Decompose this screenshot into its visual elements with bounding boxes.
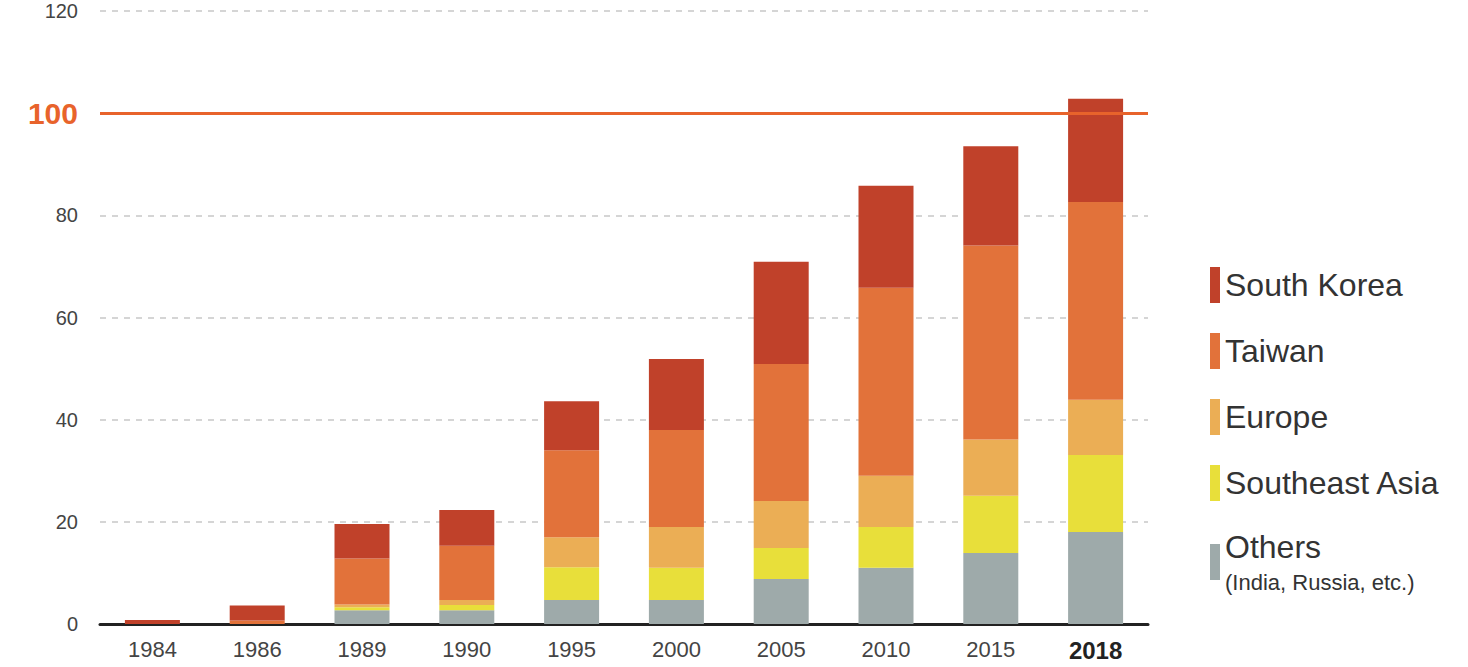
svg-text:2005: 2005: [757, 637, 806, 662]
svg-text:(India, Russia, etc.): (India, Russia, etc.): [1225, 570, 1415, 595]
svg-text:80: 80: [56, 204, 78, 226]
svg-text:2015: 2015: [966, 637, 1015, 662]
svg-text:60: 60: [56, 307, 78, 329]
svg-text:1986: 1986: [233, 637, 282, 662]
svg-text:2018: 2018: [1069, 637, 1122, 664]
svg-text:20: 20: [56, 511, 78, 533]
svg-text:100: 100: [28, 97, 78, 130]
svg-text:2010: 2010: [862, 637, 911, 662]
svg-text:1989: 1989: [338, 637, 387, 662]
svg-text:Taiwan: Taiwan: [1225, 333, 1325, 369]
svg-text:Southeast Asia: Southeast Asia: [1225, 465, 1439, 501]
svg-text:1990: 1990: [442, 637, 491, 662]
svg-text:South Korea: South Korea: [1225, 267, 1403, 303]
svg-text:Others: Others: [1225, 529, 1321, 565]
svg-text:120: 120: [45, 0, 78, 22]
svg-text:2000: 2000: [652, 637, 701, 662]
svg-text:1995: 1995: [547, 637, 596, 662]
svg-text:Europe: Europe: [1225, 399, 1328, 435]
svg-text:1984: 1984: [128, 637, 177, 662]
svg-text:40: 40: [56, 409, 78, 431]
svg-text:0: 0: [67, 613, 78, 635]
